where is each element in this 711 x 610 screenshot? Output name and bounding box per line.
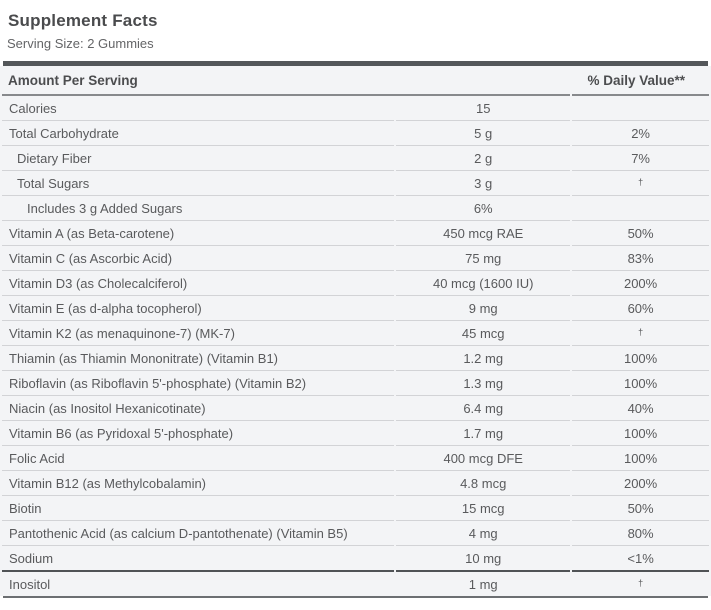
nutrient-daily-value: 200% xyxy=(572,471,709,496)
table-row: Includes 3 g Added Sugars 6% xyxy=(2,196,709,221)
nutrient-daily-value: <1% xyxy=(572,546,709,572)
nutrient-name: Vitamin K2 (as menaquinone-7) (MK-7) xyxy=(2,321,395,346)
nutrient-amount: 15 mcg xyxy=(396,496,571,521)
nutrient-amount: 1.7 mg xyxy=(396,421,571,446)
nutrient-name: Vitamin A (as Beta-carotene) xyxy=(2,221,395,246)
nutrient-amount: 1.2 mg xyxy=(396,346,571,371)
nutrient-amount: 1 mg xyxy=(468,576,498,592)
nutrient-amount: 4.8 mcg xyxy=(396,471,571,496)
supplement-facts-table: Amount Per Serving % Daily Value** Calor… xyxy=(0,66,711,596)
nutrient-daily-value: 200% xyxy=(572,271,709,296)
nutrient-name: Inositol xyxy=(9,576,51,592)
nutrient-amount: 40 mcg (1600 IU) xyxy=(396,271,571,296)
nutrient-daily-value: 60% xyxy=(572,296,709,321)
column-header-amount-per-serving: Amount Per Serving xyxy=(2,66,571,96)
nutrient-amount: 450 mcg RAE xyxy=(396,221,571,246)
nutrient-name: Total Carbohydrate xyxy=(2,121,395,146)
nutrient-name: Sodium xyxy=(2,546,395,572)
table-row: Vitamin C (as Ascorbic Acid) 75 mg 83% xyxy=(2,246,709,271)
nutrient-daily-value: 50% xyxy=(572,221,709,246)
nutrient-name: Biotin xyxy=(2,496,395,521)
nutrient-amount: 75 mg xyxy=(396,246,571,271)
table-row: Vitamin B6 (as Pyridoxal 5'-phosphate) 1… xyxy=(2,421,709,446)
table-row: Inositol 1 mg † xyxy=(2,572,709,596)
nutrient-name: Vitamin D3 (as Cholecalciferol) xyxy=(2,271,395,296)
nutrient-amount: 5 g xyxy=(396,121,571,146)
table-row: Vitamin A (as Beta-carotene) 450 mcg RAE… xyxy=(2,221,709,246)
table-row: Biotin 15 mcg 50% xyxy=(2,496,709,521)
page-title: Supplement Facts xyxy=(8,11,158,30)
nutrient-amount: 4 mg xyxy=(396,521,571,546)
nutrient-amount: 400 mcg DFE xyxy=(396,446,571,471)
table-row: Calories 15 xyxy=(2,96,709,121)
nutrient-name: Riboflavin (as Riboflavin 5'-phosphate) … xyxy=(2,371,395,396)
table-row: Niacin (as Inositol Hexanicotinate) 6.4 … xyxy=(2,396,709,421)
table-row: Vitamin E (as d-alpha tocopherol) 9 mg 6… xyxy=(2,296,709,321)
nutrient-name: Vitamin B12 (as Methylcobalamin) xyxy=(2,471,395,496)
dagger-footnote-symbol: † xyxy=(638,326,644,337)
column-header-daily-value: % Daily Value** xyxy=(572,66,709,96)
nutrient-daily-value: 50% xyxy=(572,496,709,521)
dagger-footnote-symbol: † xyxy=(638,176,644,187)
nutrient-amount: 1.3 mg xyxy=(396,371,571,396)
table-body: Calories 15 Total Carbohydrate 5 g 2% Di… xyxy=(2,96,709,596)
nutrient-amount: 6% xyxy=(396,196,571,221)
nutrient-name: Thiamin (as Thiamin Mononitrate) (Vitami… xyxy=(2,346,395,371)
divider-thick-bottom xyxy=(3,596,708,598)
table-row: Thiamin (as Thiamin Mononitrate) (Vitami… xyxy=(2,346,709,371)
nutrient-amount: 2 g xyxy=(396,146,571,171)
nutrient-name: Vitamin C (as Ascorbic Acid) xyxy=(2,246,395,271)
nutrient-amount: 6.4 mg xyxy=(396,396,571,421)
nutrient-amount: 10 mg xyxy=(396,546,571,572)
table-row: Folic Acid 400 mcg DFE 100% xyxy=(2,446,709,471)
nutrient-name: Pantothenic Acid (as calcium D-pantothen… xyxy=(2,521,395,546)
nutrient-daily-value: † xyxy=(572,171,709,196)
nutrient-name: Folic Acid xyxy=(2,446,395,471)
nutrient-daily-value: 83% xyxy=(572,246,709,271)
nutrient-daily-value: 100% xyxy=(572,421,709,446)
table-row: Riboflavin (as Riboflavin 5'-phosphate) … xyxy=(2,371,709,396)
nutrient-daily-value: 100% xyxy=(572,446,709,471)
nutrient-daily-value: 7% xyxy=(572,146,709,171)
nutrient-daily-value: 100% xyxy=(572,371,709,396)
nutrient-name: Total Sugars xyxy=(2,171,395,196)
nutrient-amount: 15 xyxy=(396,96,571,121)
nutrient-daily-value: 40% xyxy=(572,396,709,421)
table-row: Pantothenic Acid (as calcium D-pantothen… xyxy=(2,521,709,546)
table-header-row: Amount Per Serving % Daily Value** xyxy=(2,66,709,96)
dagger-footnote-symbol: † xyxy=(638,577,644,588)
nutrient-daily-value: 100% xyxy=(572,346,709,371)
nutrient-name: Niacin (as Inositol Hexanicotinate) xyxy=(2,396,395,421)
nutrient-daily-value: 2% xyxy=(572,121,709,146)
nutrient-amount: 9 mg xyxy=(396,296,571,321)
table-row: Vitamin K2 (as menaquinone-7) (MK-7) 45 … xyxy=(2,321,709,346)
nutrient-amount: 45 mcg xyxy=(396,321,571,346)
nutrient-amount: 3 g xyxy=(396,171,571,196)
nutrient-daily-value: † xyxy=(572,321,709,346)
serving-size-text: Serving Size: 2 Gummies xyxy=(7,36,154,51)
nutrient-name: Vitamin B6 (as Pyridoxal 5'-phosphate) xyxy=(2,421,395,446)
table-row: Vitamin D3 (as Cholecalciferol) 40 mcg (… xyxy=(2,271,709,296)
nutrient-name: Includes 3 g Added Sugars xyxy=(2,196,395,221)
supplement-facts-label: Supplement Facts Serving Size: 2 Gummies… xyxy=(0,10,711,598)
nutrient-name: Dietary Fiber xyxy=(2,146,395,171)
nutrient-daily-value: † xyxy=(572,572,709,596)
nutrient-daily-value xyxy=(572,196,709,221)
nutrient-name: Calories xyxy=(2,96,395,121)
divider-thick-top xyxy=(3,61,708,66)
table-row: Vitamin B12 (as Methylcobalamin) 4.8 mcg… xyxy=(2,471,709,496)
table-row: Total Sugars 3 g † xyxy=(2,171,709,196)
nutrient-name: Vitamin E (as d-alpha tocopherol) xyxy=(2,296,395,321)
table-row: Dietary Fiber 2 g 7% xyxy=(2,146,709,171)
table-row: Sodium 10 mg <1% xyxy=(2,546,709,572)
table-row: Total Carbohydrate 5 g 2% xyxy=(2,121,709,146)
nutrient-daily-value xyxy=(572,96,709,121)
nutrient-daily-value: 80% xyxy=(572,521,709,546)
